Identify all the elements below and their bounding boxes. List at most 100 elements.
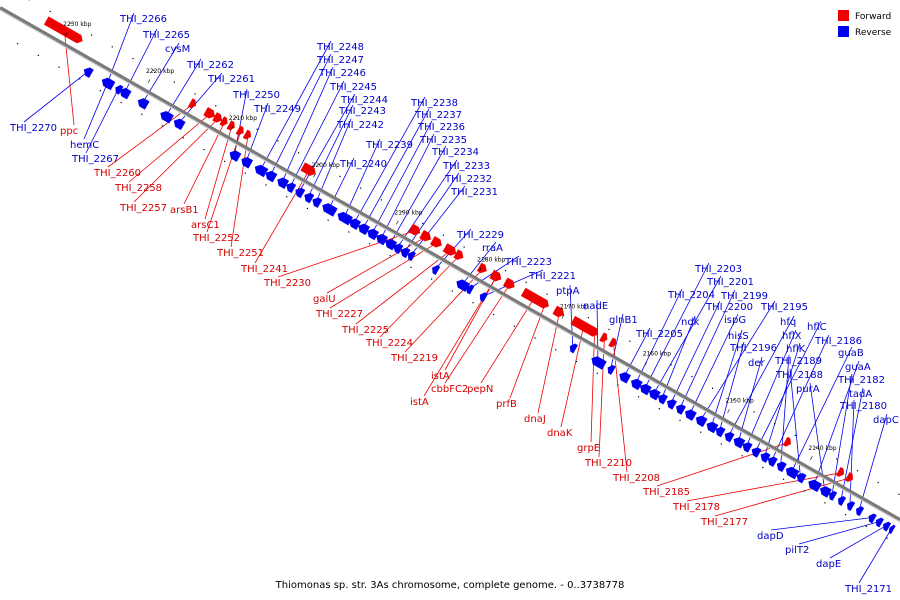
gene-feature <box>219 116 228 127</box>
gene-feature <box>808 479 822 493</box>
gene-feature <box>254 164 269 178</box>
gene-feature <box>608 337 617 348</box>
gene-label: THI_2248 <box>316 42 364 53</box>
minor-dot <box>484 258 486 260</box>
gene-arrow <box>875 517 884 528</box>
gene-feature <box>83 67 94 78</box>
gene-label: THI_2201 <box>706 277 754 288</box>
gene-arrow <box>479 292 488 303</box>
gene-feature <box>782 436 791 447</box>
label-leader <box>598 338 605 458</box>
gene-label: THI_2244 <box>340 95 388 106</box>
label-leader <box>277 230 416 278</box>
gene-arrow <box>242 129 251 140</box>
label-leader <box>230 135 249 248</box>
minor-dot <box>741 455 743 457</box>
minor-dot <box>431 278 433 280</box>
label-leader <box>289 80 345 188</box>
gene-arrow <box>868 513 877 524</box>
gene-arrow <box>640 383 652 396</box>
gene-feature <box>724 432 735 443</box>
label-leader <box>254 169 310 264</box>
tick-label: 2160 kbp <box>643 351 671 358</box>
minor-dot <box>451 290 453 292</box>
label-leader <box>656 442 789 487</box>
gene-feature <box>685 409 697 421</box>
gene-label: THI_2199 <box>720 291 768 302</box>
minor-dot <box>815 446 817 448</box>
label-leader <box>610 313 624 370</box>
gene-arrow <box>43 16 83 44</box>
gene-label: THI_2238 <box>410 98 458 109</box>
label-leader <box>613 343 628 473</box>
gene-arrow <box>442 243 457 256</box>
minor-dot <box>90 34 93 36</box>
gene-label: arsC1 <box>191 220 220 231</box>
gene-label: rraA <box>482 243 503 254</box>
gene-arrow <box>83 67 94 78</box>
minor-dot <box>368 243 371 245</box>
gene-feature <box>137 98 150 110</box>
label-leader <box>480 297 535 384</box>
label-leader <box>404 268 484 353</box>
gene-feature <box>751 447 762 458</box>
gene-label: ptpA <box>556 286 580 297</box>
gene-label: THI_2231 <box>450 187 498 198</box>
minor-dot <box>856 470 859 472</box>
gene-arrow <box>715 426 726 438</box>
gene-label: THI_2200 <box>705 302 753 313</box>
label-leader <box>728 315 795 437</box>
gene-feature <box>286 182 297 194</box>
gene-label: THI_2251 <box>216 248 264 259</box>
gene-label: guaB <box>838 348 864 359</box>
gene-feature <box>187 98 197 109</box>
gene-feature <box>569 343 578 354</box>
minor-dot <box>534 337 536 339</box>
gene-feature <box>658 394 668 405</box>
gene-label: guaA <box>845 362 871 373</box>
tick-mark <box>396 220 399 225</box>
gene-label: THI_2252 <box>192 233 240 244</box>
label-leader <box>661 315 696 399</box>
gene-label: nadE <box>583 301 608 312</box>
gene-label: hflK <box>786 344 806 355</box>
gene-label: THI_2178 <box>672 502 720 513</box>
label-leader <box>23 71 88 123</box>
gene-label: THI_2239 <box>365 140 413 151</box>
gene-feature <box>649 389 661 401</box>
gene-arrow <box>538 298 549 309</box>
minor-dot <box>99 90 102 92</box>
minor-dot <box>525 281 527 283</box>
gene-arrow <box>408 223 421 236</box>
gene-arrow <box>235 125 244 136</box>
gene-features <box>43 16 896 535</box>
gene-labels: THI_2266 THI_2265 cysM THI_2262 THI_2261 THI_… <box>9 14 899 595</box>
gene-label: THI_2177 <box>700 517 748 528</box>
gene-label: THI_2265 <box>142 30 190 41</box>
gene-label: hfq <box>780 317 796 328</box>
gene-arrow <box>173 118 186 131</box>
minor-dot <box>824 502 826 504</box>
gene-arrow <box>254 164 269 178</box>
gene-label: THI_2189 <box>774 356 822 367</box>
tick-mark <box>561 314 565 319</box>
tick-label: 2150 kbp <box>726 398 754 405</box>
minor-dot <box>865 525 867 528</box>
label-leader <box>85 88 119 154</box>
gene-feature <box>838 496 847 506</box>
tick-mark <box>644 361 647 366</box>
gene-feature <box>466 284 475 295</box>
minor-dot <box>836 458 838 460</box>
legend-reverse-swatch <box>838 26 849 37</box>
gene-label: prfB <box>496 399 517 410</box>
label-leader <box>719 341 745 432</box>
gene-feature <box>115 84 124 95</box>
minor-dot <box>567 305 569 307</box>
label-leader <box>133 118 219 203</box>
gene-arrow <box>407 251 416 262</box>
gene-arrow <box>400 247 411 259</box>
minor-dot <box>546 293 548 295</box>
minor-dot <box>256 128 258 130</box>
gene-arrow <box>785 466 800 480</box>
